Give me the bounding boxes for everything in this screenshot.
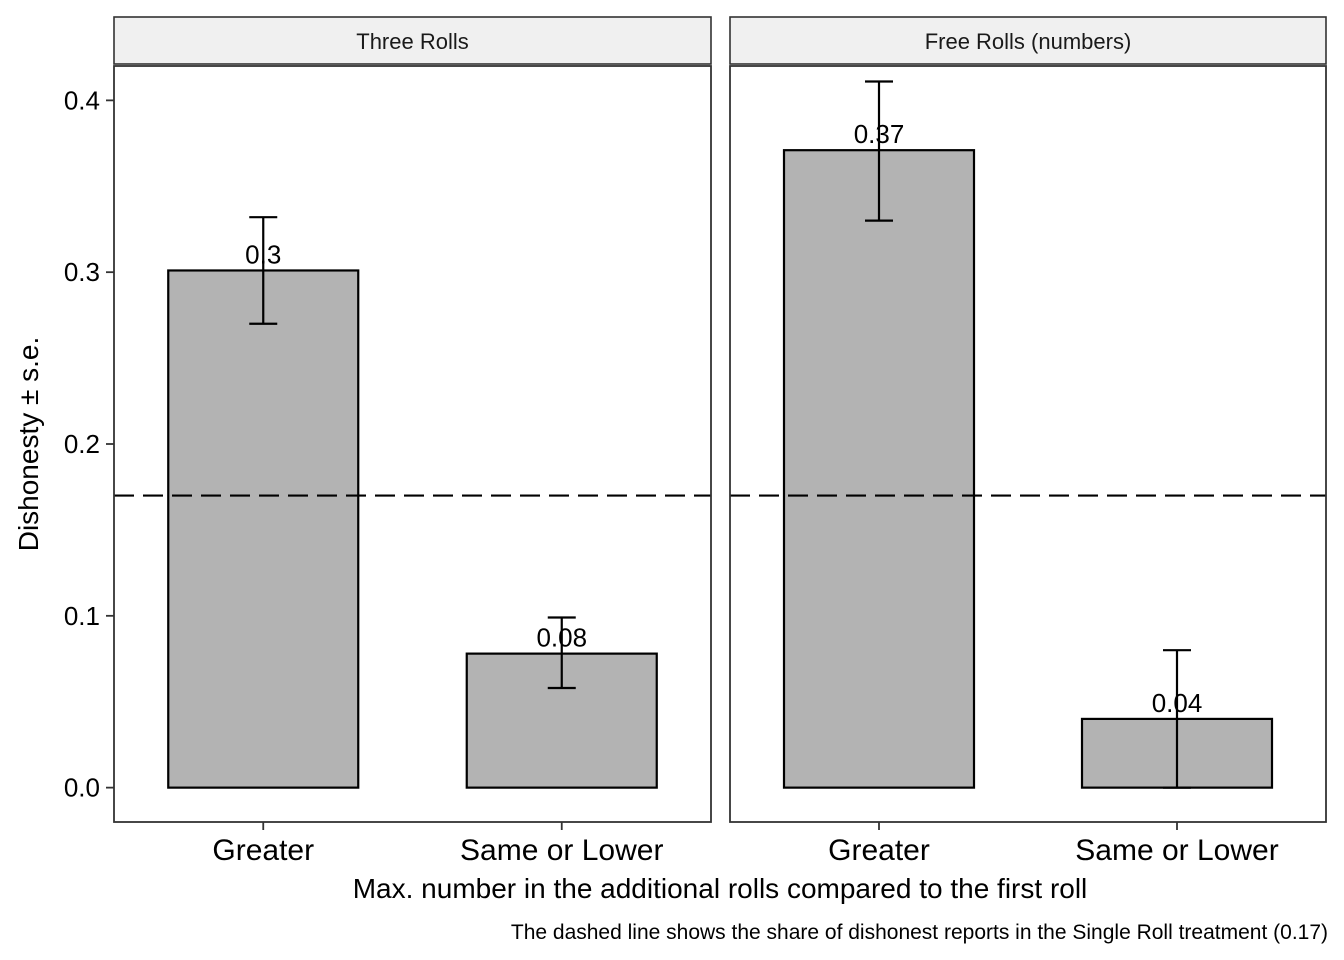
data-label: 0.3 <box>245 239 281 269</box>
panel-1: Three Rolls 0.3 0.08 Greater Same or Lower <box>113 16 712 867</box>
error-bar <box>249 216 278 325</box>
bar-greater <box>167 269 360 789</box>
bar-greater <box>782 149 976 789</box>
facet-strip <box>113 16 712 65</box>
chart-caption: The dashed line shows the share of disho… <box>511 921 1328 944</box>
x-axis-title: Max. number in the additional rolls comp… <box>353 873 1088 904</box>
x-tick-label: Greater <box>212 834 314 867</box>
error-bar <box>1163 649 1191 789</box>
error-bar <box>547 616 576 690</box>
x-tick-label: Same or Lower <box>1075 834 1278 867</box>
facet-title: Free Rolls (numbers) <box>925 29 1132 54</box>
y-tick-label: 0.2 <box>64 429 100 459</box>
panel-2: Free Rolls (numbers) 0.37 0.04 Greater Same … <box>729 16 1327 867</box>
y-axis: 0.0 0.1 0.2 0.3 0.4 <box>64 85 114 803</box>
y-tick-label: 0.3 <box>64 257 100 287</box>
x-tick-label: Greater <box>828 834 930 867</box>
data-label: 0.37 <box>854 119 905 149</box>
facet-strip <box>729 16 1327 65</box>
panel-border <box>729 65 1327 823</box>
y-axis-title: Dishonesty ± s.e. <box>13 337 44 552</box>
x-tick-label: Same or Lower <box>460 834 663 867</box>
y-tick-label: 0.0 <box>64 773 100 803</box>
y-tick-label: 0.4 <box>64 85 100 115</box>
data-label: 0.04 <box>1152 688 1203 718</box>
data-label: 0.08 <box>536 623 587 653</box>
facet-title: Three Rolls <box>356 29 468 54</box>
error-bar <box>865 80 893 222</box>
y-tick-label: 0.1 <box>64 601 100 631</box>
